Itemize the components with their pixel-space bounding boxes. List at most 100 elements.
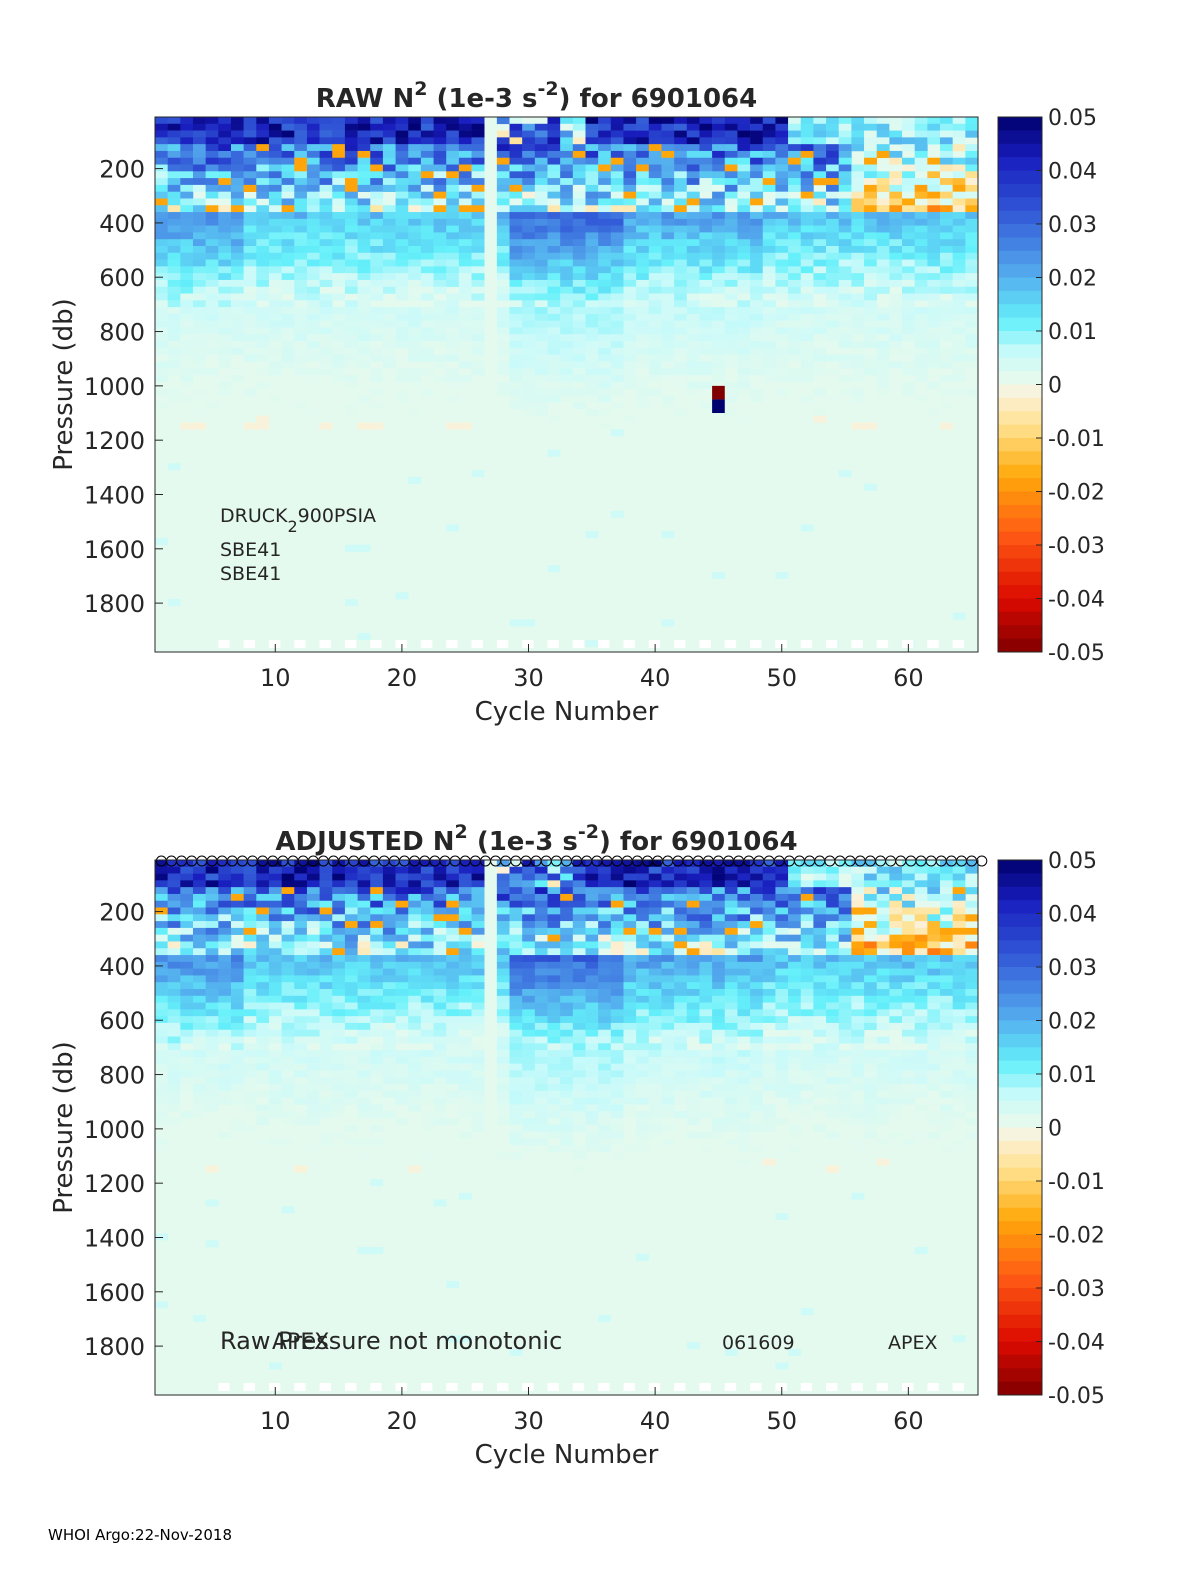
heatmap-cell: [332, 279, 346, 288]
heatmap-cell: [851, 1036, 865, 1044]
heatmap-cell: [598, 191, 612, 199]
heatmap-cell: [927, 117, 941, 125]
heatmap-cell: [167, 388, 181, 396]
heatmap-cell: [902, 887, 915, 895]
heatmap-cell: [509, 184, 523, 192]
heatmap-cell: [598, 961, 612, 969]
heatmap-cell: [838, 320, 852, 328]
heatmap-cell: [268, 961, 282, 969]
heatmap-cell: [560, 198, 574, 206]
heatmap-cell: [598, 171, 612, 179]
heatmap-cell: [889, 927, 903, 935]
heatmap-cell: [750, 1029, 764, 1037]
heatmap-cell: [889, 327, 903, 335]
heatmap-cell: [155, 178, 168, 186]
heatmap-cell: [357, 1084, 371, 1092]
heatmap-cell: [332, 907, 346, 915]
heatmap-cell: [585, 327, 599, 335]
heatmap-cell: [598, 259, 612, 267]
colorbar-segment: [998, 304, 1042, 319]
heatmap-cell: [864, 1036, 878, 1044]
heatmap-cell: [686, 225, 700, 233]
heatmap-cell: [433, 178, 447, 186]
heatmap-cell: [408, 1009, 422, 1017]
heatmap-cell: [167, 955, 181, 963]
heatmap-cell: [420, 866, 434, 874]
heatmap-cell: [724, 313, 738, 321]
heatmap-cell: [674, 144, 688, 152]
heatmap-cell: [648, 941, 662, 949]
heatmap-cell: [800, 1077, 814, 1085]
heatmap-cell: [243, 232, 257, 240]
heatmap-cell: [256, 266, 270, 274]
heatmap-cell: [737, 361, 751, 369]
heatmap-cell: [306, 1070, 320, 1078]
heatmap-cell: [534, 218, 548, 226]
heatmap-cell: [800, 368, 814, 376]
heatmap-cell: [750, 307, 764, 315]
heatmap-cell: [623, 225, 637, 233]
colorbar-segment: [998, 518, 1042, 533]
heatmap-cell: [534, 286, 548, 294]
heatmap-cell: [370, 873, 384, 881]
heatmap-cell: [167, 988, 181, 997]
heatmap-cell: [281, 245, 295, 254]
heatmap-cell: [268, 266, 282, 274]
heatmap-cell: [294, 900, 308, 908]
heatmap-cell: [306, 1063, 320, 1071]
heatmap-cell: [813, 1002, 827, 1010]
heatmap-cell: [281, 1104, 295, 1112]
heatmap-cell: [585, 225, 599, 233]
heatmap-cell: [876, 341, 890, 349]
heatmap-cell: [230, 320, 244, 328]
heatmap-cell: [192, 1077, 206, 1085]
heatmap-cell: [699, 347, 713, 355]
heatmap-cell: [800, 900, 814, 908]
heatmap-cell: [648, 988, 662, 997]
heatmap-cell: [155, 941, 168, 949]
heatmap-cell: [585, 266, 599, 274]
heatmap-cell: [712, 341, 726, 349]
heatmap-cell: [724, 1009, 738, 1017]
heatmap-cell: [319, 422, 333, 430]
heatmap-cell: [256, 893, 270, 902]
heatmap-cell: [876, 178, 890, 186]
heatmap-cell: [712, 293, 726, 301]
heatmap-cell: [623, 880, 637, 888]
heatmap-cell: [826, 307, 840, 315]
heatmap-cell: [775, 873, 789, 881]
heatmap-cell: [446, 1043, 460, 1051]
heatmap-cell: [382, 941, 396, 949]
heatmap-cell: [838, 934, 852, 942]
heatmap-cell: [155, 982, 168, 990]
heatmap-cell: [952, 205, 966, 213]
heatmap-cell: [636, 341, 650, 349]
heatmap-cell: [281, 361, 295, 369]
heatmap-cell: [420, 239, 434, 247]
heatmap-cell: [851, 191, 865, 199]
heatmap-cell: [762, 1002, 776, 1010]
heatmap-cell: [420, 1077, 434, 1085]
heatmap-cell: [686, 1111, 700, 1119]
heatmap-cell: [661, 531, 675, 539]
heatmap-cell: [952, 307, 966, 315]
heatmap-cell: [446, 266, 460, 274]
heatmap-cell: [750, 873, 764, 881]
heatmap-cell: [800, 300, 814, 308]
heatmap-cell: [927, 178, 941, 186]
heatmap-cell: [433, 887, 447, 895]
heatmap-cell: [420, 988, 434, 997]
heatmap-cell: [192, 968, 206, 976]
heatmap-cell: [775, 320, 789, 328]
heatmap-cell: [560, 860, 574, 868]
heatmap-cell: [357, 130, 371, 138]
heatmap-cell: [889, 334, 903, 342]
heatmap-cell: [370, 1138, 384, 1146]
heatmap-cell: [319, 341, 333, 349]
heatmap-cell: [762, 279, 776, 288]
heatmap-cell: [952, 300, 966, 308]
heatmap-cell: [965, 225, 979, 233]
heatmap-cell: [851, 171, 865, 179]
heatmap-cell: [332, 313, 346, 321]
heatmap-cell: [902, 1056, 915, 1064]
